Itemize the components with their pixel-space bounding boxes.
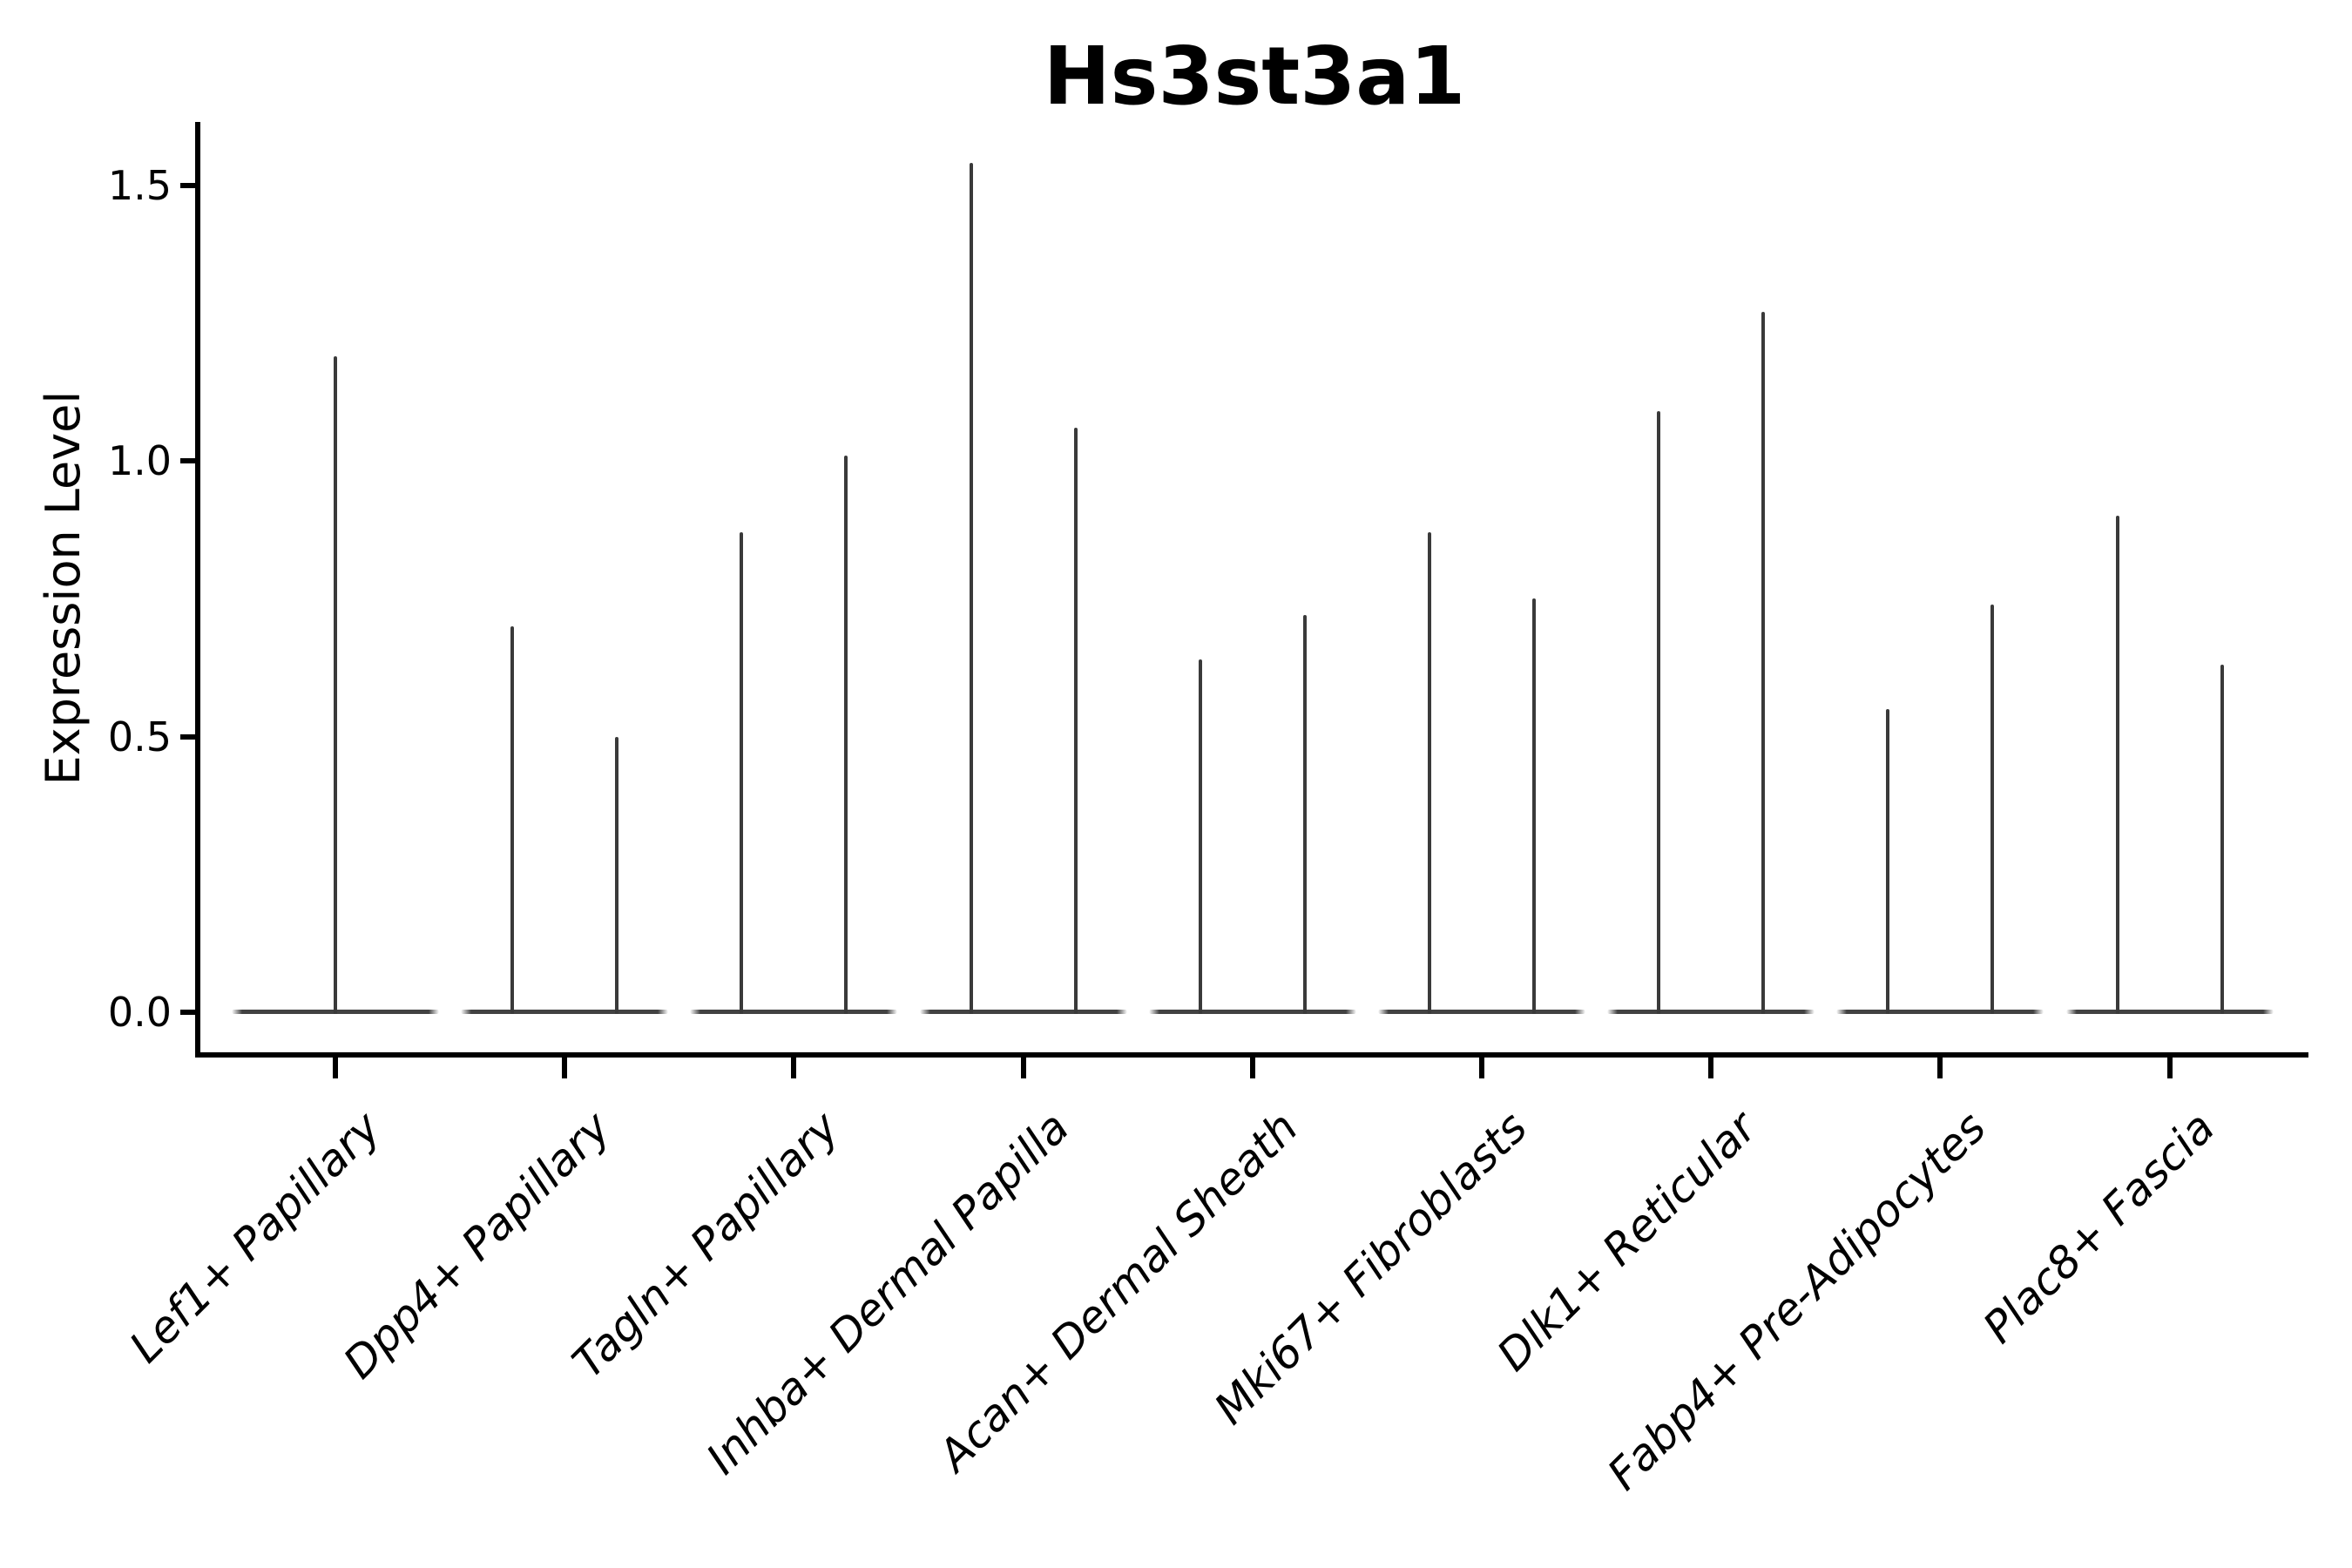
violin-spike <box>2220 665 2224 1014</box>
violin-spike <box>2115 516 2119 1014</box>
violin-spike <box>1657 411 1661 1014</box>
x-tick-mark <box>1479 1058 1484 1078</box>
y-tick-mark <box>180 182 195 188</box>
violin-spike <box>1428 532 1431 1014</box>
violin-spike <box>1532 598 1536 1014</box>
x-tick-label: Dlk1+ Reticular <box>1487 1102 1767 1381</box>
y-tick-mark <box>180 458 195 463</box>
violin-spike <box>1073 428 1078 1014</box>
x-tick-mark <box>791 1058 797 1078</box>
x-tick-label: Fabp4+ Pre-Adipocytes <box>1598 1102 1996 1500</box>
violin-spike <box>334 355 337 1014</box>
violin-base <box>1607 1010 1815 1014</box>
violin-spike <box>969 163 973 1014</box>
plot-area <box>195 122 2308 1058</box>
x-tick-mark <box>1937 1058 1943 1078</box>
y-tick-label: 1.5 <box>107 161 172 209</box>
y-tick-label: 1.0 <box>107 437 172 484</box>
y-tick-mark <box>180 1010 195 1015</box>
y-tick-mark <box>180 733 195 740</box>
violin-spike <box>740 532 744 1014</box>
x-tick-label: Plac8+ Fascia <box>1973 1102 2225 1354</box>
violin-spike <box>615 736 619 1014</box>
violin-base <box>919 1010 1127 1014</box>
x-tick-mark <box>2166 1058 2173 1078</box>
x-tick-mark <box>1708 1058 1714 1078</box>
violin-spike <box>1198 659 1202 1014</box>
violin-spike <box>844 455 848 1014</box>
violin-spike <box>1886 708 1890 1014</box>
x-tick-mark <box>1020 1058 1026 1078</box>
y-tick-label: 0.0 <box>107 989 172 1036</box>
chart-title: Hs3st3a1 <box>1043 30 1466 123</box>
x-tick-mark <box>333 1058 338 1078</box>
x-tick-mark <box>1249 1058 1255 1078</box>
violin-base <box>461 1010 669 1014</box>
y-tick-label: 0.5 <box>107 713 172 760</box>
violin-base <box>690 1010 898 1014</box>
violin-base <box>1378 1010 1585 1014</box>
y-axis-label: Expression Level <box>36 390 91 786</box>
violin-spike <box>1302 615 1307 1014</box>
violin-base <box>2065 1010 2274 1014</box>
x-tick-mark <box>562 1058 568 1078</box>
violin-spike <box>1761 312 1766 1014</box>
violin-spike <box>510 625 515 1014</box>
violin-base <box>1148 1010 1356 1014</box>
x-tick-label: Lef1+ Papillary <box>119 1102 391 1373</box>
violin-spike <box>1990 604 1995 1014</box>
violin-base <box>1836 1010 2044 1014</box>
